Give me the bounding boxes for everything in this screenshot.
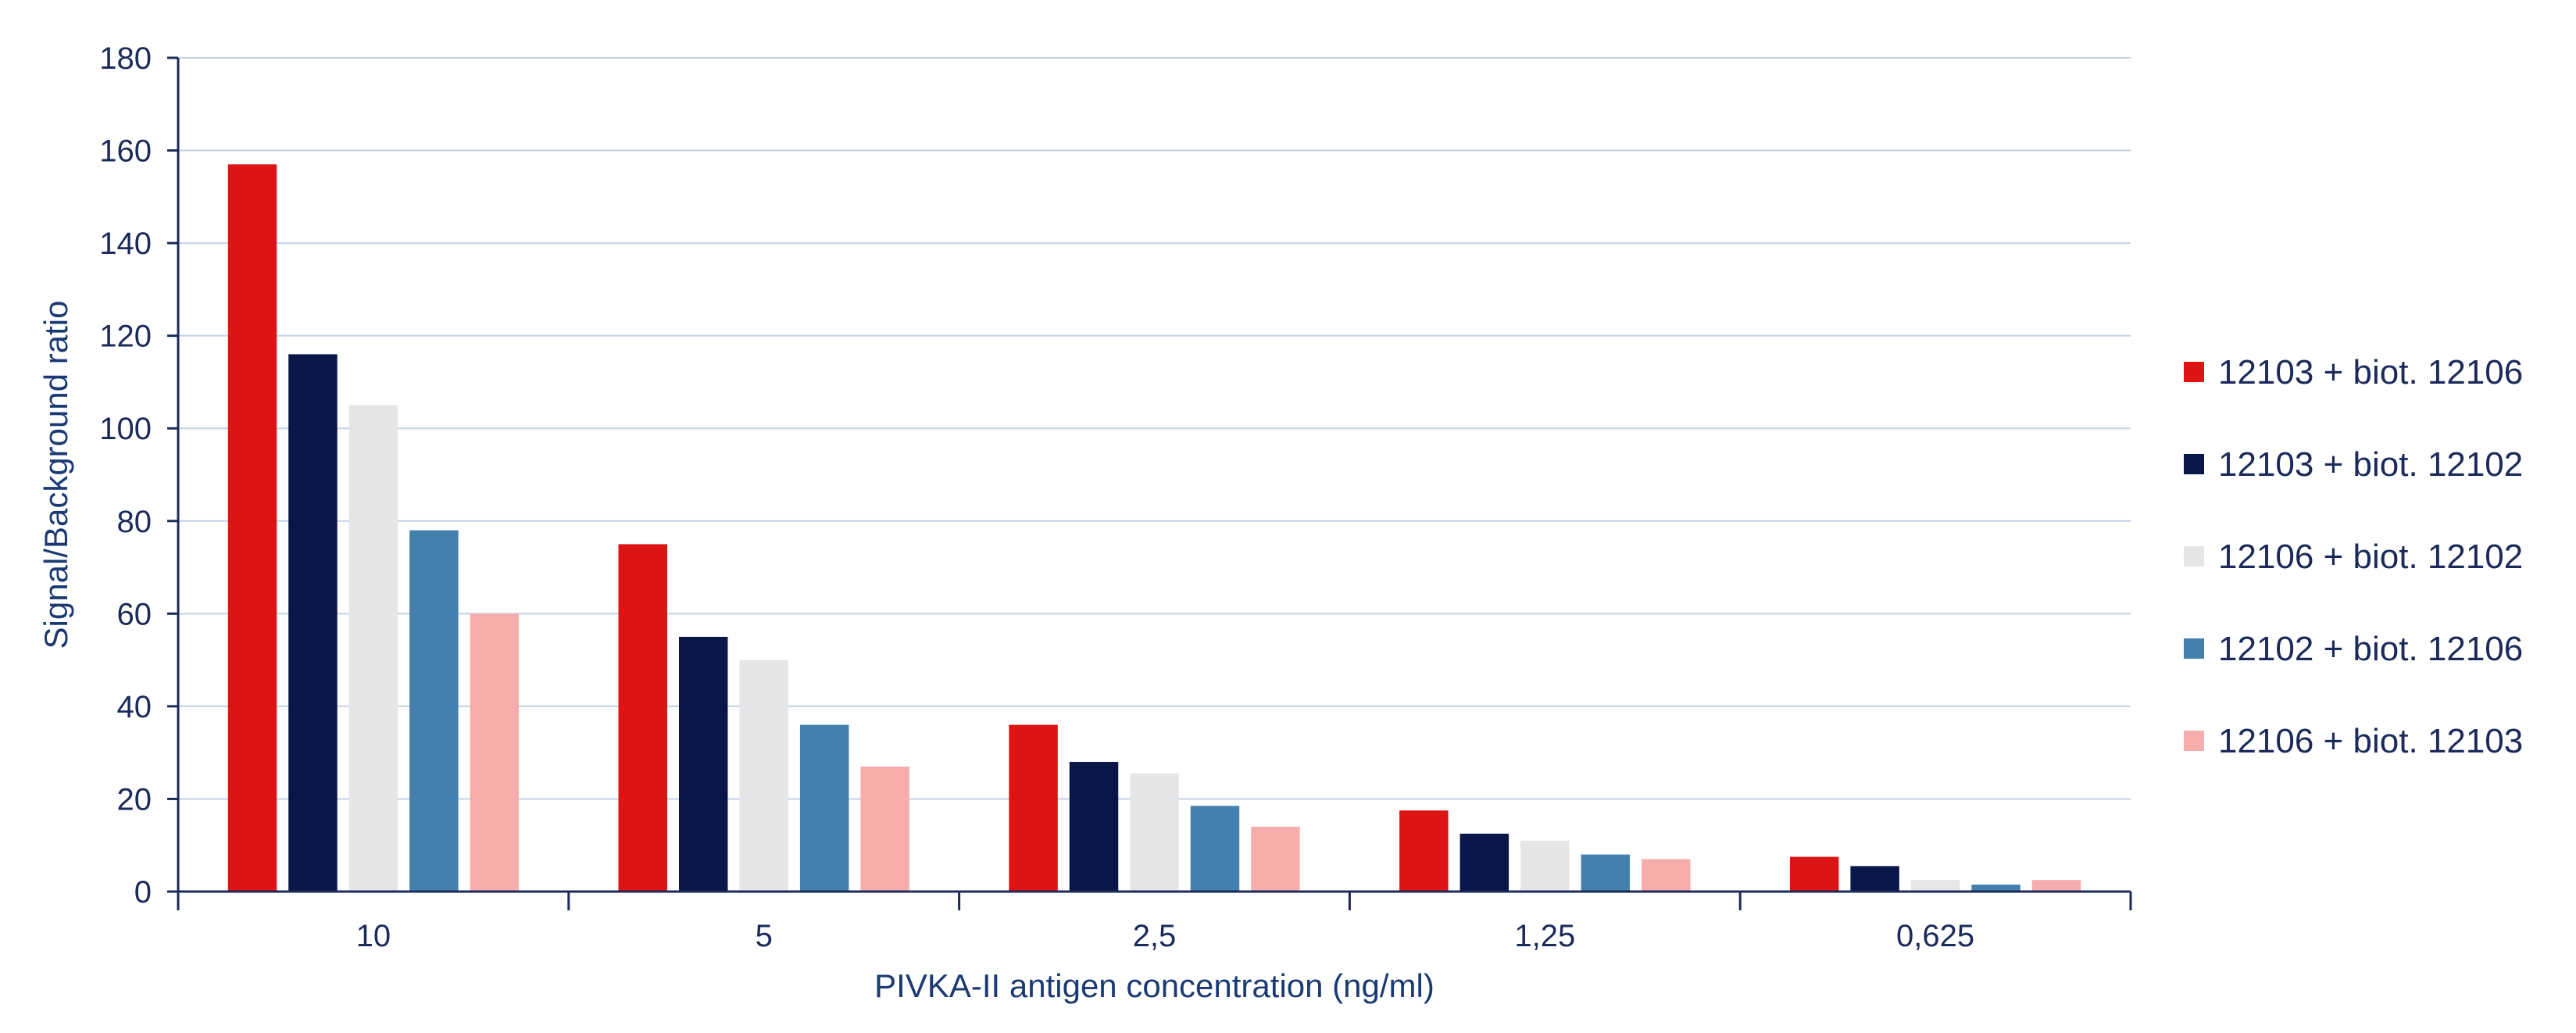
y-tick-label: 180 (99, 41, 152, 76)
bar (409, 530, 459, 892)
bar (1190, 806, 1240, 892)
legend-label: 12103 + biot. 12106 (2218, 353, 2523, 391)
y-tick-label: 80 (117, 505, 152, 539)
y-tick-label: 20 (117, 782, 152, 817)
x-tick-label: 10 (356, 919, 391, 953)
bar (1459, 833, 1510, 892)
y-tick-label: 140 (99, 227, 152, 261)
y-tick-label: 100 (99, 412, 152, 446)
bars (227, 164, 2081, 892)
axes: 0 20 40 60 80 100 120 140 160 180 10 5 2,5 1,25 0,625 (99, 41, 2132, 953)
bar (1642, 859, 1691, 892)
bar (470, 613, 520, 892)
bar (1850, 866, 1899, 892)
bar (2031, 880, 2081, 892)
bar (348, 405, 398, 892)
bar (618, 544, 667, 892)
bar (860, 766, 909, 892)
legend-swatch (2184, 731, 2204, 751)
bar (288, 354, 338, 892)
x-tick-label: 5 (756, 919, 773, 953)
legend-swatch (2184, 362, 2204, 382)
bar (1009, 724, 1058, 892)
bar (1069, 762, 1119, 892)
x-tick-label: 0,625 (1896, 919, 1974, 953)
y-tick-label: 120 (99, 320, 152, 354)
bar (1971, 885, 2020, 892)
legend: 12103 + biot. 12106 12103 + biot. 12102 12… (2184, 353, 2523, 760)
bar (1251, 827, 1300, 892)
bar (1520, 840, 1570, 892)
bar (799, 724, 849, 892)
x-axis-title: PIVKA-II antigen concentration (ng/ml) (874, 967, 1434, 1004)
bar (1581, 854, 1631, 892)
bar (1910, 880, 1960, 892)
legend-swatch (2184, 638, 2204, 659)
bar (227, 164, 277, 892)
bar (739, 659, 788, 892)
legend-label: 12102 + biot. 12106 (2218, 630, 2523, 668)
x-tick-label: 1,25 (1514, 919, 1575, 953)
y-axis-title: Signal/Background ratio (38, 301, 74, 649)
bar (1399, 810, 1449, 892)
y-tick-label: 160 (99, 134, 152, 169)
legend-label: 12106 + biot. 12102 (2218, 538, 2523, 576)
x-tick-label: 2,5 (1133, 919, 1177, 953)
y-tick-label: 40 (117, 690, 152, 724)
y-tick-label: 0 (134, 875, 152, 910)
legend-swatch (2184, 546, 2204, 567)
legend-label: 12106 + biot. 12103 (2218, 722, 2523, 760)
y-tick-label: 60 (117, 597, 152, 631)
bar (1130, 773, 1179, 892)
legend-swatch (2184, 454, 2204, 474)
bar (1789, 856, 1839, 892)
bar (678, 636, 728, 892)
legend-label: 12103 + biot. 12102 (2218, 445, 2523, 484)
